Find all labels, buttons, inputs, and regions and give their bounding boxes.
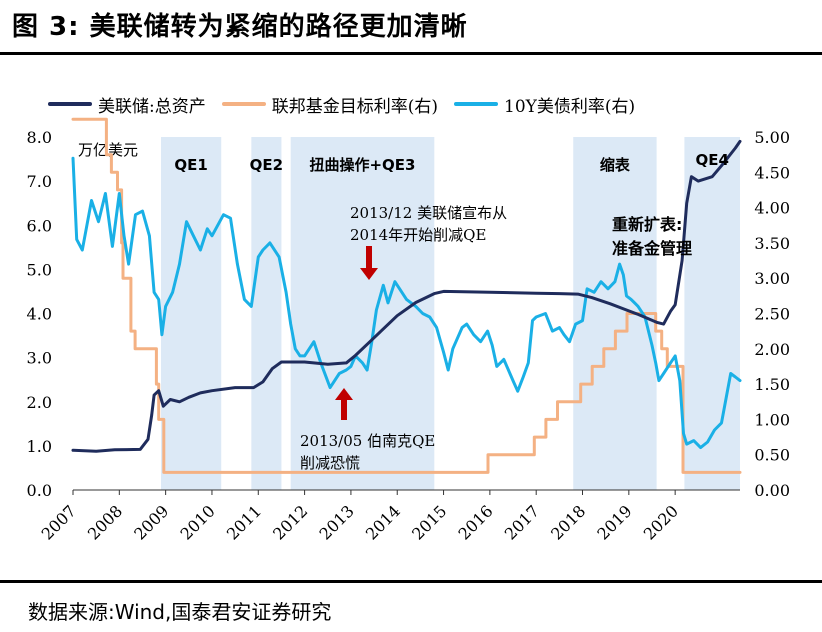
shaded-period-3 (290, 137, 435, 490)
x-tick-label-8: 2015 (408, 501, 450, 543)
y-right-tick-label-7: 3.50 (754, 234, 790, 253)
shaded-period-2 (251, 137, 282, 490)
legend-item-fed-assets: 美联储:总资产 (48, 92, 206, 117)
shaded-periods-layer (161, 137, 740, 490)
annotation-balance-sheet-line-1: 重新扩表: (612, 215, 682, 234)
y-right-tick-label-3: 1.50 (754, 375, 790, 394)
y-left-tick-label-3: 3.0 (27, 349, 52, 368)
x-tick-label-2: 2009 (130, 501, 172, 543)
annotation-taper-announce: 2013/12 美联储宣布从 2014年开始削减QE (350, 204, 507, 244)
annotation-taper-tantrum-line-1: 2013/05 伯南克QE (300, 432, 435, 450)
y-left-tick-label-8: 8.0 (27, 128, 52, 147)
y-right-tick-label-6: 3.00 (754, 269, 790, 288)
bottom-rule (0, 580, 822, 583)
x-tick-label-11: 2018 (547, 501, 589, 543)
y-right-tick-label-4: 2.00 (754, 340, 790, 359)
y-right-tick-label-1: 0.50 (754, 446, 790, 465)
y-left-unit-label: 万亿美元 (78, 141, 138, 159)
annotation-taper-tantrum-line-2: 削减恐慌 (300, 454, 360, 472)
legend-item-fed-funds: 联邦基金目标利率(右) (221, 92, 438, 117)
source-note: 数据来源:Wind,国泰君安证券研究 (28, 600, 332, 624)
x-tick-label-6: 2013 (316, 501, 358, 543)
shaded-period-label-5: QE4 (695, 151, 728, 169)
y-right-tick-label-9: 4.50 (754, 163, 790, 182)
y-right-tick-label-2: 1.00 (754, 410, 790, 429)
y-left-tick-label-1: 1.0 (27, 437, 52, 456)
x-tick-label-7: 2014 (362, 501, 404, 543)
legend-swatch-fed-funds (221, 102, 266, 106)
x-tick-label-0: 2007 (38, 501, 80, 543)
legend-swatch-10y (454, 102, 498, 106)
figure-title: 图 3: 美联储转为紧缩的路径更加清晰 (12, 12, 468, 42)
y-right-tick-label-5: 2.50 (754, 305, 790, 324)
shaded-period-label-1: QE1 (174, 156, 207, 174)
y-left-tick-label-6: 6.0 (27, 216, 52, 235)
shaded-period-label-3: 扭曲操作+QE3 (309, 156, 415, 174)
x-tick-label-5: 2012 (269, 501, 311, 543)
top-rule (0, 52, 822, 55)
legend-item-10y: 10Y美债利率(右) (454, 92, 635, 117)
legend-label-fed-funds: 联邦基金目标利率(右) (271, 96, 438, 117)
chart-svg: 0.0 1.0 2.0 3.0 4.0 5.0 6.0 7.0 8.0 0.00 0.50 1.00 1… (27, 117, 790, 544)
arrow-down-taper-announce (360, 246, 378, 280)
y-left-tick-label-2: 2.0 (27, 393, 52, 412)
shaded-period-label-2: QE2 (250, 156, 283, 174)
arrow-up-taper-tantrum (335, 388, 353, 420)
legend-label-10y: 10Y美债利率(右) (504, 96, 636, 117)
y-right-tick-label-0: 0.00 (754, 481, 790, 500)
legend-swatch-fed-assets (48, 102, 92, 106)
annotation-taper-tantrum: 2013/05 伯南克QE 削减恐慌 (300, 432, 435, 472)
y-left-tick-label-5: 5.0 (27, 260, 52, 279)
annotation-taper-announce-line-2: 2014年开始削减QE (350, 226, 486, 244)
x-tick-label-9: 2016 (454, 501, 496, 543)
x-tick-label-4: 2011 (223, 501, 265, 543)
chart-legend: 美联储:总资产 联邦基金目标利率(右) 10Y美债利率(右) (48, 92, 651, 117)
x-tick-label-10: 2017 (501, 501, 543, 543)
y-left-tick-label-0: 0.0 (27, 481, 52, 500)
series-line-2 (71, 117, 742, 474)
y-right-tick-label-8: 4.00 (754, 199, 790, 218)
annotation-taper-announce-line-1: 2013/12 美联储宣布从 (350, 204, 507, 222)
y-left-tick-label-7: 7.0 (27, 172, 52, 191)
x-tick-label-13: 2020 (640, 501, 682, 543)
x-tick-label-1: 2008 (84, 501, 126, 543)
legend-label-fed-assets: 美联储:总资产 (98, 96, 206, 117)
annotation-balance-sheet-line-2: 准备金管理 (612, 239, 692, 258)
shaded-period-1 (161, 137, 222, 490)
series-line-3 (71, 156, 742, 450)
x-tick-label-3: 2010 (177, 501, 219, 543)
series-line-1 (71, 139, 742, 453)
labels-layer: QE1 QE2 扭曲操作+QE3 缩表 QE4 2013/12 美联储宣布从 2014年开始… (174, 151, 729, 472)
y-right-tick-label-10: 5.00 (754, 128, 790, 147)
annotation-balance-sheet: 重新扩表: 准备金管理 (612, 215, 692, 258)
x-tick-label-12: 2019 (593, 501, 635, 543)
y-left-tick-label-4: 4.0 (27, 305, 52, 324)
series-layer (71, 117, 742, 474)
shaded-period-5 (684, 137, 740, 490)
shaded-period-label-4: 缩表 (600, 156, 631, 174)
